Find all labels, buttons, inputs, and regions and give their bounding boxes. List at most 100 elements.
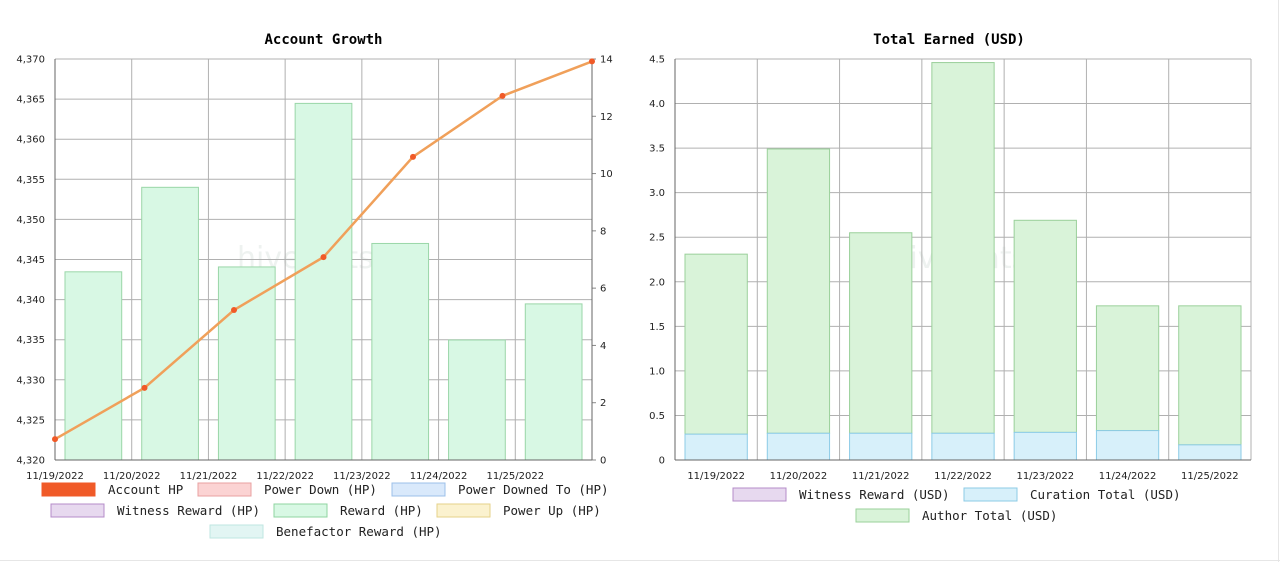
bar-author-total <box>1013 219 1077 433</box>
bar-reward-hp <box>524 303 583 461</box>
bar-curation-total <box>1178 444 1242 461</box>
y-tick-label: 0 <box>659 456 665 467</box>
y-right-tick-label: 2 <box>600 398 606 409</box>
bar-curation-total <box>766 432 831 461</box>
bar-author-total <box>1178 305 1242 446</box>
point-account-hp <box>320 254 327 261</box>
bar-reward-hp <box>448 339 506 461</box>
panel-border <box>0 560 1280 561</box>
y-right-tick-label: 8 <box>600 226 606 237</box>
x-tick-label: 11/22/2022 <box>934 471 992 482</box>
y-tick-label: 3.5 <box>649 144 665 155</box>
x-tick-label: 11/21/2022 <box>852 471 910 482</box>
bar-curation-total <box>684 433 748 461</box>
account-growth-panel: Account Growthhivestats.io4,3204,3254,33… <box>0 0 640 560</box>
legend-swatch <box>197 482 252 497</box>
chart-title: Account Growth <box>264 32 382 48</box>
y-left-tick-label: 4,340 <box>16 295 45 306</box>
legend-swatch <box>391 482 446 497</box>
legend-label: Power Down (HP) <box>264 482 377 497</box>
y-tick-label: 1.0 <box>649 366 665 377</box>
legend-swatch <box>273 503 328 518</box>
y-left-tick-label: 4,325 <box>16 415 45 426</box>
legend-label: Curation Total (USD) <box>1030 487 1181 502</box>
y-left-tick-label: 4,350 <box>16 215 45 226</box>
y-right-tick-label: 6 <box>600 284 606 295</box>
y-tick-label: 3.0 <box>649 188 665 199</box>
y-left-tick-label: 4,355 <box>16 175 45 186</box>
x-tick-label: 11/21/2022 <box>180 471 238 482</box>
y-tick-label: 2.5 <box>649 233 665 244</box>
bar-reward-hp <box>141 186 199 461</box>
bar-author-total <box>931 62 995 434</box>
y-tick-label: 4.5 <box>649 55 665 66</box>
point-account-hp <box>141 384 148 391</box>
bar-author-total <box>849 232 913 434</box>
point-account-hp <box>231 307 237 314</box>
legend-label: Witness Reward (USD) <box>799 487 950 502</box>
legend-label: Author Total (USD) <box>922 508 1057 523</box>
x-tick-label: 11/25/2022 <box>1181 471 1239 482</box>
legend-label: Witness Reward (HP) <box>117 503 260 518</box>
x-tick-label: 11/23/2022 <box>1016 471 1074 482</box>
legend-label: Power Downed To (HP) <box>458 482 609 497</box>
y-left-tick-label: 4,360 <box>16 135 45 146</box>
legend-swatch <box>732 487 787 502</box>
total-earned-chart: Total Earned (USD)hivestats.io00.51.01.5… <box>649 32 1252 523</box>
bar-author-total <box>1095 305 1160 432</box>
account-growth-chart: Account Growthhivestats.io4,3204,3254,33… <box>16 32 613 539</box>
y-right-tick-label: 10 <box>600 169 613 180</box>
chart-title: Total Earned (USD) <box>873 32 1025 48</box>
legend-label: Benefactor Reward (HP) <box>276 524 442 539</box>
y-left-tick-label: 4,320 <box>16 456 45 467</box>
y-tick-label: 0.5 <box>649 411 665 422</box>
legend-swatch <box>436 503 491 518</box>
x-tick-label: 11/20/2022 <box>103 471 161 482</box>
x-tick-label: 11/24/2022 <box>1099 471 1157 482</box>
y-right-tick-label: 12 <box>600 112 613 123</box>
y-tick-label: 2.0 <box>649 277 665 288</box>
point-account-hp <box>410 153 416 160</box>
point-account-hp <box>589 58 595 65</box>
legend-swatch <box>209 524 264 539</box>
point-account-hp <box>499 92 506 99</box>
y-right-tick-label: 14 <box>600 55 613 66</box>
y-left-tick-label: 4,335 <box>16 335 45 346</box>
legend-label: Power Up (HP) <box>503 503 601 518</box>
bar-reward-hp <box>371 242 430 461</box>
x-tick-label: 11/19/2022 <box>26 471 84 482</box>
y-tick-label: 4.0 <box>649 99 665 110</box>
y-left-tick-label: 4,345 <box>16 255 45 266</box>
legend-swatch <box>855 508 910 523</box>
panel-border <box>1278 0 1279 562</box>
bar-reward-hp <box>294 102 353 461</box>
legend-swatch <box>50 503 105 518</box>
legend-swatch <box>41 482 96 497</box>
bar-curation-total <box>849 432 913 461</box>
y-left-tick-label: 4,370 <box>16 55 45 66</box>
x-tick-label: 11/22/2022 <box>256 471 314 482</box>
y-left-tick-label: 4,365 <box>16 95 45 106</box>
x-tick-label: 11/20/2022 <box>770 471 828 482</box>
bar-curation-total <box>1013 431 1077 461</box>
bar-curation-total <box>1095 430 1160 461</box>
legend-label: Account HP <box>108 482 183 497</box>
legend-label: Reward (HP) <box>340 503 423 518</box>
y-tick-label: 1.5 <box>649 322 665 333</box>
bar-reward-hp <box>64 271 123 461</box>
y-right-tick-label: 4 <box>600 341 606 352</box>
bar-author-total <box>766 148 831 434</box>
legend-swatch <box>963 487 1018 502</box>
bar-author-total <box>684 253 748 435</box>
bar-reward-hp <box>217 266 276 461</box>
x-tick-label: 11/19/2022 <box>687 471 745 482</box>
x-tick-label: 11/23/2022 <box>333 471 391 482</box>
y-right-tick-label: 0 <box>600 456 606 467</box>
y-left-tick-label: 4,330 <box>16 375 45 386</box>
x-tick-label: 11/25/2022 <box>486 471 544 482</box>
bar-curation-total <box>931 432 995 461</box>
total-earned-panel: Total Earned (USD)hivestats.io00.51.01.5… <box>640 0 1280 560</box>
point-account-hp <box>52 436 58 443</box>
x-tick-label: 11/24/2022 <box>410 471 468 482</box>
